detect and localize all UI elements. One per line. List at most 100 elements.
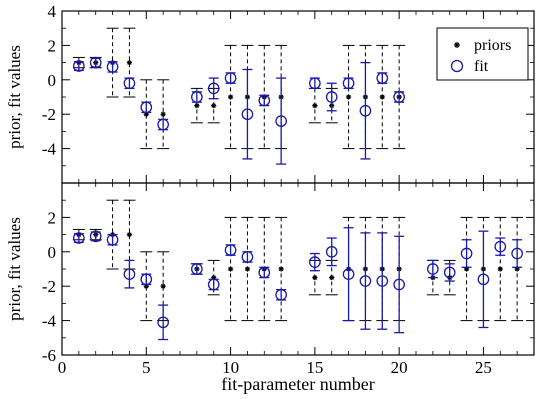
bottom-fit-point — [443, 266, 456, 279]
top-fit-errorbar — [242, 68, 253, 160]
top-fit-point — [393, 91, 405, 103]
top-fit-point — [157, 118, 169, 131]
legend: priors fit — [436, 27, 529, 81]
legend-fit-marker — [450, 59, 464, 73]
bottom-fit-point — [224, 244, 237, 256]
top-fit-point — [207, 82, 220, 95]
bottom-prior-errorbar — [140, 251, 153, 322]
bottom-prior-point — [329, 275, 335, 281]
bottom-fit-point — [258, 266, 271, 279]
bottom-prior-point — [244, 266, 251, 272]
top-y-tick-label: -4 — [42, 140, 57, 159]
bottom-prior-point — [312, 275, 318, 281]
bottom-fit-point — [207, 278, 220, 291]
top-y-tick-label: 0 — [48, 71, 57, 90]
bottom-y-tick-label: -6 — [42, 346, 56, 365]
bottom-fit-point — [342, 268, 355, 281]
top-y-tick-label: 2 — [48, 36, 57, 55]
top-prior-point — [160, 111, 166, 117]
top-prior-errorbar — [140, 79, 153, 150]
bottom-fit-errorbar — [512, 239, 523, 268]
top-prior-errorbar — [106, 27, 119, 98]
top-panel-axes: -4 -2 0 2 4 — [42, 2, 534, 183]
top-prior-errorbar — [157, 79, 170, 150]
top-fit-point — [342, 77, 355, 90]
top-prior-point — [227, 94, 234, 100]
top-fit-point — [89, 56, 102, 69]
top-fit-point — [309, 77, 321, 90]
x-tick-label: 20 — [391, 358, 408, 377]
top-prior-point — [379, 94, 385, 100]
bottom-fit-point — [460, 247, 473, 260]
bottom-fit-point — [275, 288, 287, 301]
bottom-prior-point — [227, 266, 234, 272]
bottom-fit-point — [477, 273, 490, 286]
top-fit-errorbar — [326, 82, 337, 112]
bottom-fit-point — [106, 233, 119, 246]
bottom-fit-point — [157, 316, 169, 329]
top-fit-point — [123, 77, 136, 90]
bottom-fit-errorbar — [309, 252, 320, 272]
x-tick-label: 10 — [222, 358, 239, 377]
bottom-fit-errorbar — [478, 230, 489, 329]
legend-priors-label: priors — [474, 37, 511, 54]
bottom-prior-point — [160, 283, 166, 289]
top-fit-errorbar — [360, 61, 371, 160]
top-fit-point — [241, 108, 254, 121]
bottom-fit-errorbar — [124, 259, 135, 289]
bottom-prior-point — [126, 232, 133, 238]
bottom-y-tick-label: -2 — [42, 277, 56, 296]
legend-priors-star — [454, 42, 460, 48]
top-fit-point — [106, 61, 119, 73]
bottom-fit-errorbar — [360, 232, 371, 330]
bottom-fit-point — [89, 230, 102, 243]
x-axis-label: fit-parameter number — [221, 374, 374, 394]
top-fit-point — [359, 104, 372, 117]
x-tick-label: 25 — [475, 358, 492, 377]
bottom-fit-point — [73, 232, 85, 244]
bottom-panel-marks — [72, 199, 524, 341]
x-tick-label: 5 — [142, 358, 151, 377]
bottom-fit-point — [140, 273, 153, 286]
top-y-axis-label: prior, fit values — [5, 45, 24, 149]
top-fit-point — [73, 60, 85, 72]
top-prior-point — [345, 94, 352, 100]
bottom-fit-point — [309, 256, 321, 268]
top-fit-point — [376, 72, 389, 84]
bottom-fit-errorbar — [394, 235, 405, 334]
bottom-fit-point — [494, 240, 507, 253]
bottom-fit-point — [359, 275, 372, 287]
top-panel-marks — [72, 27, 406, 165]
bottom-fit-point — [123, 268, 136, 281]
bottom-fit-point — [191, 263, 203, 275]
bottom-fit-errorbar — [427, 259, 438, 279]
bottom-prior-errorbar — [106, 199, 119, 270]
top-fit-point — [191, 91, 203, 103]
bottom-fit-errorbar — [377, 232, 388, 330]
bottom-fit-point — [427, 263, 439, 275]
top-fit-point — [275, 115, 287, 127]
bottom-y-tick-label: 2 — [48, 208, 57, 227]
bottom-fit-errorbar — [158, 304, 169, 341]
bottom-y-axis-label: prior, fit values — [5, 217, 24, 321]
bottom-fit-point — [325, 245, 338, 258]
x-tick-label: 15 — [306, 358, 323, 377]
bottom-panel-frame — [61, 182, 535, 356]
top-panel: -4 -2 0 2 4 prior, fit values priors fit — [5, 2, 535, 184]
bottom-fit-point — [241, 251, 254, 263]
bottom-fit-errorbar — [343, 227, 354, 322]
top-prior-point — [194, 103, 200, 109]
legend-fit-label: fit — [474, 58, 489, 75]
top-prior-point — [126, 60, 133, 66]
bottom-fit-errorbar — [461, 239, 472, 268]
bottom-fit-errorbar — [495, 237, 506, 256]
bottom-prior-point — [497, 266, 503, 272]
bottom-fit-errorbar — [326, 237, 337, 267]
top-fit-errorbar — [276, 77, 287, 165]
top-y-tick-label: 4 — [48, 2, 57, 21]
bottom-prior-point — [278, 266, 284, 272]
top-fit-point — [224, 72, 237, 84]
legend-priors-marker — [454, 42, 460, 48]
